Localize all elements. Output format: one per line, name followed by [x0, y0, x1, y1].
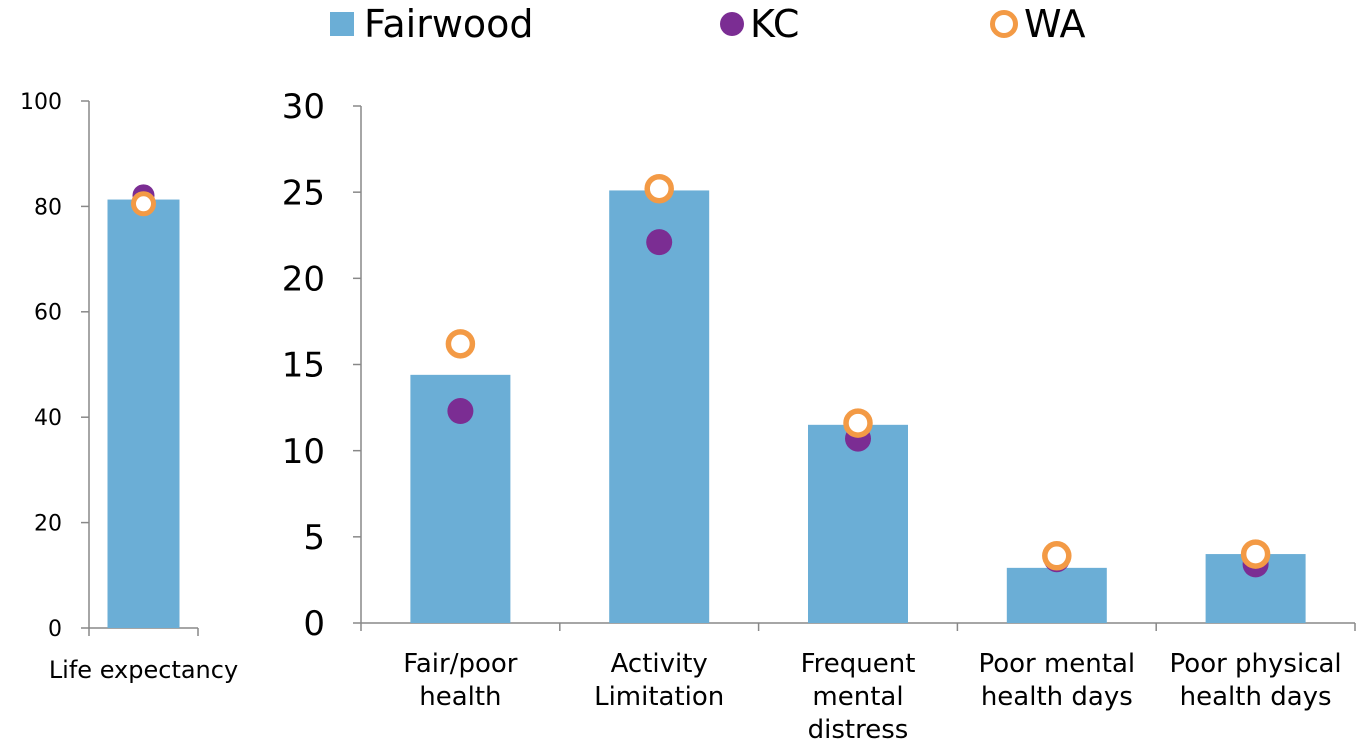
y-tick-label: 0 [303, 604, 325, 644]
legend-swatch-fairwood [330, 12, 354, 36]
bar-fairwood [1006, 567, 1107, 623]
x-category-label: Fair/poor health [403, 649, 517, 712]
y-tick-label: 20 [34, 512, 62, 537]
bar-fairwood [808, 424, 908, 623]
x-category-label-line: mental [812, 682, 903, 712]
y-tick-label: 20 [282, 260, 325, 300]
legend-item-wa: WA [990, 2, 1086, 46]
chart-legend: Fairwood KC WA [0, 0, 1367, 60]
x-category-label-line: Frequent [801, 649, 916, 679]
marker-wa [644, 173, 674, 204]
legend-marker-wa [990, 10, 1018, 38]
marker-wa [1240, 539, 1271, 569]
x-category-label-line: Poor physical [1170, 649, 1342, 679]
x-category-label-line: Fair/poor [403, 649, 517, 679]
bar-fairwood [107, 199, 180, 628]
x-category-label-line: Life expectancy [49, 656, 238, 684]
legend-item-fairwood: Fairwood [330, 2, 534, 46]
y-tick-label: 80 [34, 195, 62, 220]
legend-label-wa: WA [1024, 2, 1086, 46]
y-tick-label: 25 [282, 173, 325, 213]
x-category-label-line: health [419, 682, 501, 712]
x-category-label: Activity Limitation [594, 649, 724, 712]
x-category-label-line: Limitation [594, 682, 724, 712]
y-tick-label: 0 [48, 617, 62, 642]
x-category-label-line: Poor mental [978, 649, 1135, 679]
marker-kc [447, 398, 474, 425]
x-category-label: Life expectancy [49, 656, 238, 684]
marker-wa [131, 191, 156, 217]
x-category-label: Frequent mental distress [801, 649, 916, 745]
marker-wa [445, 329, 476, 359]
marker-wa [1042, 541, 1072, 571]
x-category-label: Poor physical health days [1170, 649, 1342, 712]
y-tick-label: 5 [303, 518, 325, 558]
marker-kc [646, 229, 673, 256]
legend-item-kc: KC [720, 2, 799, 46]
y-tick-label: 10 [282, 432, 325, 472]
x-category-label-line: health days [1180, 682, 1332, 712]
y-tick-label: 100 [20, 90, 62, 115]
legend-label-fairwood: Fairwood [364, 2, 534, 46]
legend-marker-kc [720, 12, 744, 36]
y-tick-label: 30 [282, 87, 325, 127]
legend-label-kc: KC [750, 2, 800, 46]
y-tick-label: 40 [34, 406, 62, 431]
marker-wa [843, 408, 873, 438]
bar-fairwood [609, 190, 710, 623]
x-category-label-line: health days [981, 682, 1133, 712]
x-category-label-line: distress [808, 715, 909, 745]
y-tick-label: 60 [34, 301, 62, 326]
x-category-label: Poor mental health days [978, 649, 1135, 712]
y-tick-label: 15 [282, 346, 325, 386]
x-category-label-line: Activity [611, 649, 708, 679]
